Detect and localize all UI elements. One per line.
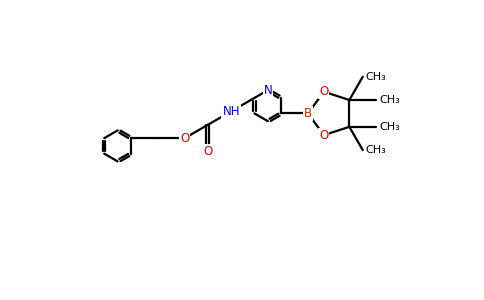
Text: CH₃: CH₃ bbox=[379, 95, 400, 105]
Text: N: N bbox=[263, 84, 272, 97]
Text: CH₃: CH₃ bbox=[379, 122, 400, 132]
Text: O: O bbox=[203, 145, 212, 158]
Text: B: B bbox=[304, 107, 312, 120]
Text: O: O bbox=[319, 129, 329, 142]
Text: CH₃: CH₃ bbox=[366, 145, 387, 155]
Text: NH: NH bbox=[223, 105, 240, 118]
Text: O: O bbox=[319, 85, 329, 98]
Text: O: O bbox=[180, 132, 189, 145]
Text: CH₃: CH₃ bbox=[366, 72, 387, 82]
